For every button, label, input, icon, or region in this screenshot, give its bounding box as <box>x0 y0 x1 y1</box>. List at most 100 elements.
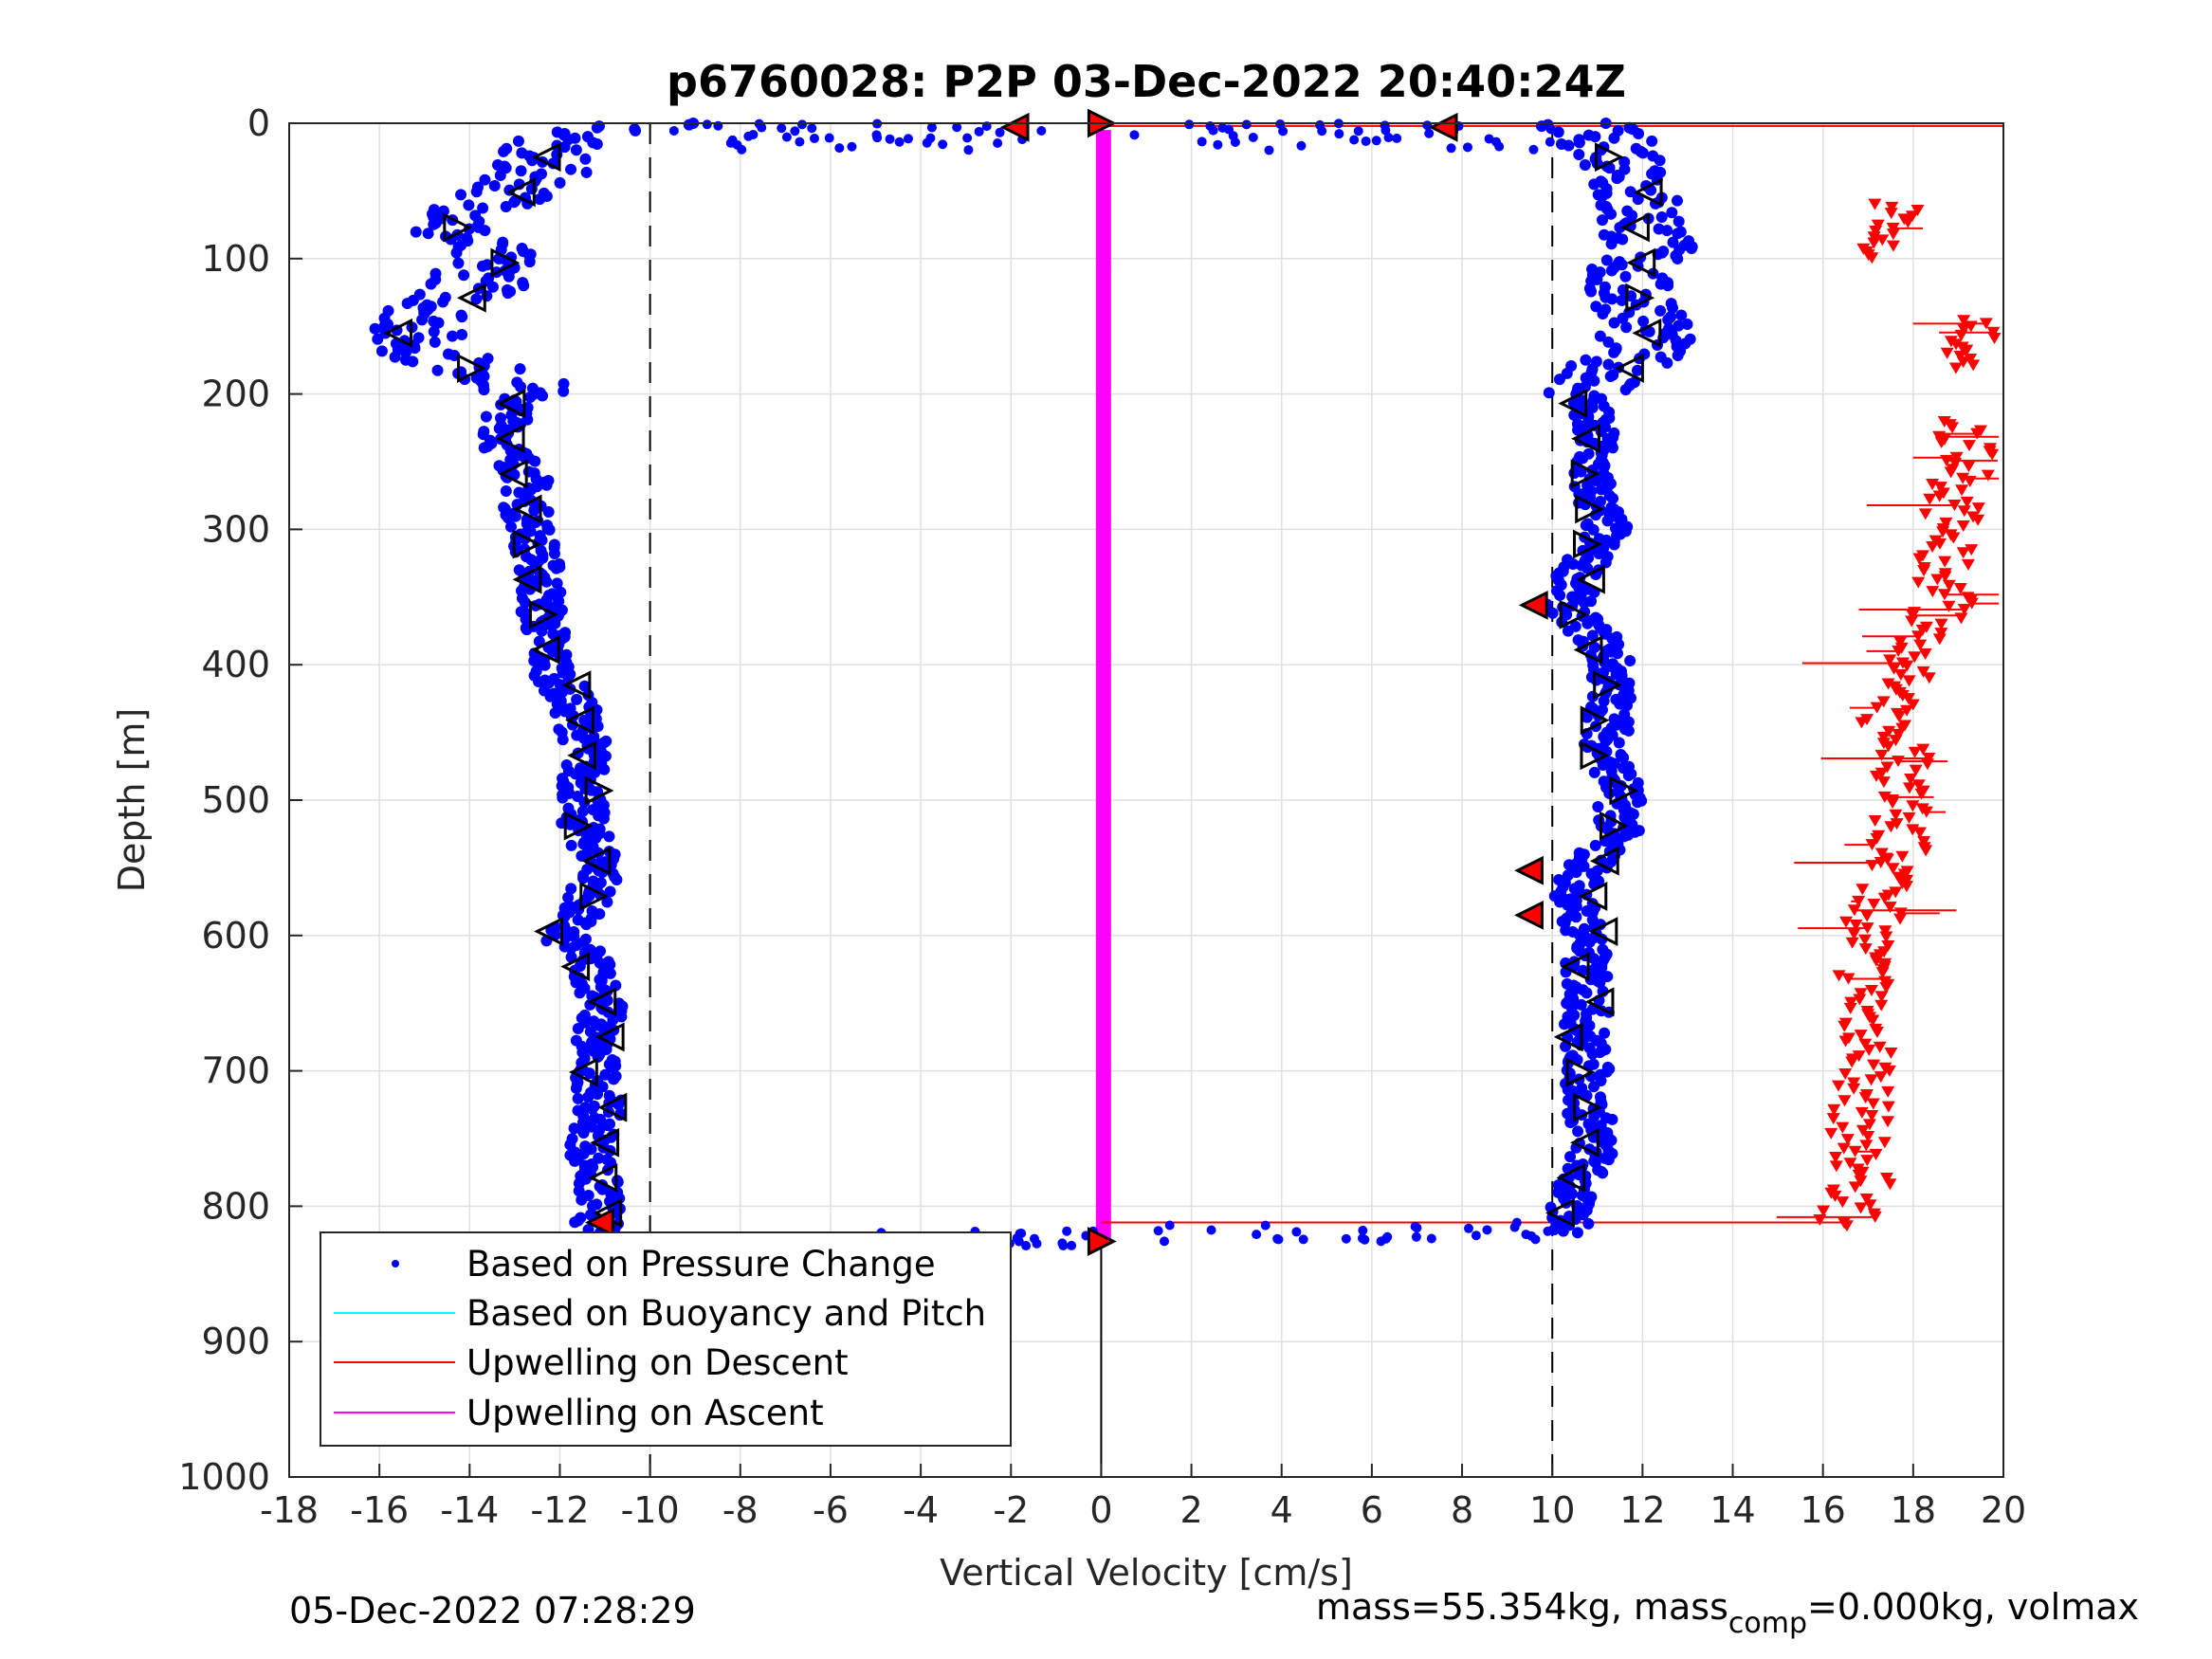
descent-upwelling-marker <box>1905 210 1919 223</box>
descent-upwelling-marker <box>1986 326 2001 338</box>
descent-upwelling-marker <box>1889 735 1903 747</box>
descent-upwelling-marker <box>1877 892 1892 904</box>
descent-upwelling-marker <box>1964 354 1978 366</box>
x-tick-label: 20 <box>1981 1489 2026 1531</box>
descent-upwelling-marker <box>1956 520 1970 532</box>
descent-upwelling-marker <box>1859 1193 1874 1205</box>
descent-upwelling-marker <box>1893 669 1908 682</box>
ascent-velocity-point <box>1606 293 1618 305</box>
bottom-velocity-point <box>1272 1233 1283 1244</box>
descent-velocity-point <box>500 200 512 212</box>
descent-velocity-point <box>431 364 444 376</box>
descent-upwelling-marker <box>1828 1190 1842 1202</box>
buoyancy-pitch-marker <box>563 811 594 841</box>
buoyancy-pitch-marker <box>999 112 1030 142</box>
descent-upwelling-marker <box>1936 526 1950 538</box>
descent-upwelling-marker <box>1947 499 1962 511</box>
ascent-velocity-point <box>1614 221 1626 233</box>
ascent-velocity-point <box>1655 210 1668 223</box>
descent-velocity-point <box>543 523 556 536</box>
descent-upwelling-marker <box>1838 1035 1853 1048</box>
descent-velocity-point <box>683 118 695 131</box>
ascent-velocity-point <box>1673 319 1685 332</box>
surface-velocity-point <box>702 119 712 130</box>
buoyancy-pitch-marker <box>456 283 486 313</box>
descent-upwelling-marker <box>1848 1145 1862 1158</box>
descent-velocity-point <box>432 317 445 329</box>
legend-label-ascent: Upwelling on Ascent <box>466 1393 824 1433</box>
descent-upwelling-marker <box>1845 937 1859 949</box>
ascent-velocity-point <box>1581 987 1593 999</box>
surface-velocity-point <box>952 122 962 133</box>
buoyancy-pitch-marker <box>1545 1198 1575 1228</box>
descent-upwelling-marker <box>1889 886 1903 899</box>
descent-upwelling-marker <box>1893 636 1908 648</box>
ascent-velocity-point <box>1582 1217 1595 1230</box>
descent-upwelling-marker <box>1901 693 1915 705</box>
descent-velocity-point <box>586 1103 598 1115</box>
buoyancy-pitch-marker <box>560 952 591 982</box>
buoyancy-pitch-marker <box>597 1092 628 1122</box>
descent-velocity-point <box>570 1082 582 1094</box>
descent-velocity-point <box>528 556 540 569</box>
bottom-velocity-point <box>1543 1226 1553 1236</box>
buoyancy-pitch-marker <box>1565 1057 1596 1087</box>
descent-velocity-point <box>612 1099 625 1111</box>
ascent-velocity-point <box>1605 264 1618 277</box>
descent-velocity-point <box>592 1088 604 1101</box>
chart-title: p6760028: P2P 03-Dec-2022 20:40:24Z <box>667 56 1626 107</box>
buoyancy-pitch-marker <box>1569 1127 1600 1158</box>
descent-velocity-point <box>503 270 515 283</box>
descent-upwelling-marker <box>1957 603 1971 615</box>
descent-upwelling-marker <box>1838 1068 1853 1081</box>
descent-velocity-point <box>564 818 576 830</box>
descent-upwelling-marker <box>1866 1098 1880 1110</box>
buoyancy-pitch-marker <box>587 987 617 1017</box>
descent-upwelling-marker <box>1940 347 1954 359</box>
descent-upwelling-marker <box>1847 904 1861 917</box>
ascent-velocity-point <box>1588 178 1600 191</box>
descent-velocity-point <box>480 410 492 423</box>
descent-upwelling-marker <box>1874 749 1889 761</box>
descent-velocity-point <box>450 246 463 259</box>
x-tick-label: 6 <box>1361 1489 1383 1531</box>
buoyancy-pitch-marker <box>496 389 526 419</box>
descent-upwelling-marker <box>1957 323 1971 336</box>
descent-velocity-point <box>577 872 590 884</box>
surface-velocity-point <box>1296 140 1307 151</box>
surface-velocity-point <box>1278 126 1289 137</box>
descent-velocity-point <box>494 169 506 181</box>
descent-upwelling-marker <box>1926 586 1940 598</box>
bottom-velocity-point <box>1357 1233 1367 1244</box>
ascent-velocity-point <box>1564 1151 1577 1163</box>
descent-upwelling-marker <box>1892 645 1906 657</box>
descent-upwelling-marker <box>1944 466 1958 479</box>
bottom-velocity-point <box>1260 1220 1271 1231</box>
bottom-velocity-point <box>1411 1231 1421 1242</box>
descent-upwelling-marker <box>1904 774 1918 786</box>
ascent-velocity-point <box>1599 1027 1611 1039</box>
bottom-velocity-point <box>1014 1236 1024 1247</box>
descent-upwelling-marker <box>1881 1116 1895 1128</box>
surface-velocity-point <box>1353 126 1363 137</box>
descent-velocity-point <box>591 137 603 150</box>
legend-marker-pressure <box>392 1260 399 1267</box>
surface-velocity-point <box>1494 141 1505 152</box>
descent-velocity-point <box>608 1073 620 1085</box>
ascent-velocity-point <box>1606 442 1618 454</box>
descent-upwelling-marker <box>1955 484 1969 497</box>
descent-velocity-point <box>558 385 570 397</box>
descent-upwelling-marker <box>1874 856 1888 868</box>
surface-velocity-point <box>1392 133 1402 143</box>
descent-upwelling-marker <box>1902 811 1916 824</box>
x-tick-label: -12 <box>530 1489 589 1531</box>
buoyancy-pitch-marker <box>594 1022 625 1052</box>
descent-velocity-point <box>428 218 440 230</box>
ascent-velocity-point <box>1622 770 1635 782</box>
ascent-velocity-point <box>1654 304 1667 317</box>
descent-upwelling-marker <box>1912 553 1927 565</box>
legend-box <box>320 1231 1012 1447</box>
descent-upwelling-marker <box>1946 422 1960 434</box>
descent-upwelling-marker <box>1864 985 1878 997</box>
ascent-velocity-point <box>1611 647 1623 660</box>
